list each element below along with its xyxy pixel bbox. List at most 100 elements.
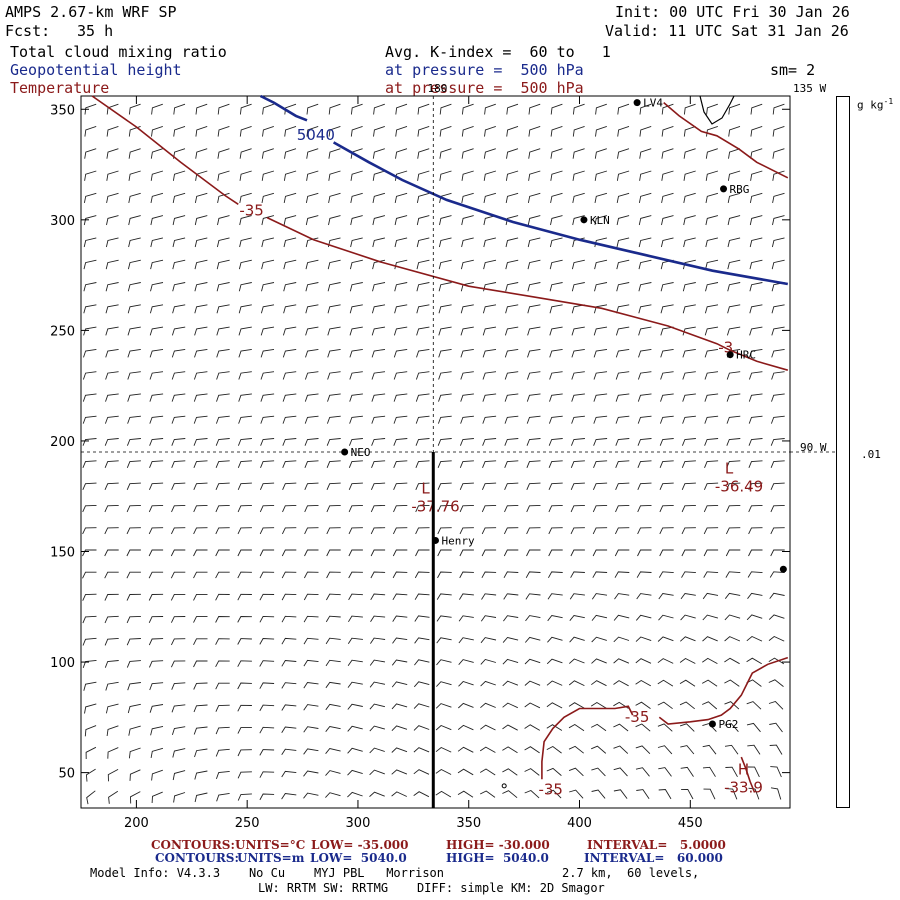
x-tick-label: 450 <box>678 816 703 831</box>
wind-barb <box>770 460 785 468</box>
wind-barb <box>82 637 97 646</box>
wind-barb <box>549 393 563 402</box>
x-tick-label: 400 <box>567 816 592 831</box>
wind-barb <box>569 593 585 600</box>
wind-barb <box>458 680 474 687</box>
wind-barb <box>436 659 452 666</box>
wind-barb <box>127 348 141 358</box>
wind-barb <box>748 787 760 800</box>
wind-barb <box>82 659 97 669</box>
wind-barb <box>327 259 341 270</box>
wind-barb <box>769 744 783 755</box>
wind-barb <box>746 657 762 665</box>
wind-barb <box>239 125 252 137</box>
wind-barb <box>571 259 585 270</box>
wind-barb <box>657 658 674 664</box>
wind-barb <box>772 148 785 159</box>
wind-barb <box>705 192 719 203</box>
wind-barb <box>170 549 186 557</box>
wind-barb <box>659 438 674 446</box>
wind-barb <box>703 482 719 490</box>
wind-barb <box>772 103 785 115</box>
extremum-L-value: -36.49 <box>715 478 763 496</box>
wind-barb <box>438 348 452 358</box>
wind-barb <box>727 215 741 226</box>
wind-barb <box>572 215 585 226</box>
wind-barb <box>594 148 607 159</box>
wind-barb <box>682 348 696 358</box>
wind-barb <box>613 614 630 621</box>
wind-barb <box>347 703 363 710</box>
wind-barb <box>193 704 208 713</box>
wind-barb <box>237 771 252 779</box>
wind-barb <box>748 460 763 468</box>
wind-barb <box>327 393 341 402</box>
wind-barb <box>83 681 97 691</box>
wind-barb <box>770 482 785 490</box>
wind-barb <box>348 571 363 579</box>
wind-barb <box>281 793 297 800</box>
wind-barb <box>259 615 275 623</box>
wind-barb <box>479 790 496 798</box>
wind-barb <box>259 638 275 645</box>
wind-barb <box>237 682 252 690</box>
wind-barb <box>657 745 673 755</box>
wind-barb <box>215 748 230 757</box>
wind-barb <box>215 504 230 513</box>
wind-barb <box>104 438 119 446</box>
wind-barb <box>681 504 696 513</box>
wind-barb <box>682 259 696 270</box>
wind-barb <box>261 237 275 248</box>
wind-barb <box>85 746 97 760</box>
wind-barb <box>260 348 275 358</box>
wind-barb <box>727 259 741 270</box>
wind-barb <box>747 766 760 778</box>
wind-barb <box>502 768 518 776</box>
wind-barb <box>127 282 141 292</box>
wind-barb <box>615 415 630 424</box>
wind-barb <box>636 789 650 800</box>
wind-barb <box>593 371 608 380</box>
wind-barb <box>305 304 319 314</box>
wind-barb <box>527 304 541 314</box>
wind-barb <box>682 326 696 336</box>
wind-barb <box>215 482 230 490</box>
wind-barb <box>170 660 186 668</box>
wind-barb <box>595 125 607 137</box>
wind-barb <box>570 460 585 468</box>
height-contour-5040 <box>332 141 789 286</box>
wind-barb <box>259 571 275 579</box>
wind-barb <box>638 259 652 270</box>
wind-barb <box>126 504 141 513</box>
wind-barb <box>350 192 363 203</box>
wind-barb <box>395 103 408 115</box>
wind-barb <box>437 504 452 513</box>
wind-barb <box>727 304 741 314</box>
wind-barb <box>128 237 141 248</box>
wind-barb <box>148 616 164 623</box>
wind-barb <box>546 702 563 709</box>
wind-barb <box>195 148 208 159</box>
wind-barb <box>591 636 607 643</box>
model-info: Model Info: V4.3.3 No Cu MYJ PBL Morriso… <box>90 866 445 880</box>
wind-barb <box>703 549 719 557</box>
wind-barb <box>394 215 408 226</box>
wind-barb <box>481 593 497 600</box>
wind-barb <box>572 148 585 159</box>
temp-contour-label: CONTOURS: <box>151 838 235 852</box>
wind-barb <box>505 237 519 248</box>
wind-barb <box>150 747 164 758</box>
wind-barb <box>349 393 363 402</box>
wind-barb <box>170 638 186 646</box>
wind-barb <box>171 682 186 690</box>
wind-barb <box>659 415 674 424</box>
wind-barb <box>326 549 341 557</box>
height-contour-5040 <box>259 94 308 122</box>
wind-barb <box>661 148 674 159</box>
wind-barb <box>371 371 386 380</box>
wind-barb <box>591 789 606 799</box>
wind-barb <box>616 304 630 314</box>
wind-barb <box>590 723 607 732</box>
wind-barb <box>439 148 452 159</box>
wind-barb <box>726 504 741 513</box>
